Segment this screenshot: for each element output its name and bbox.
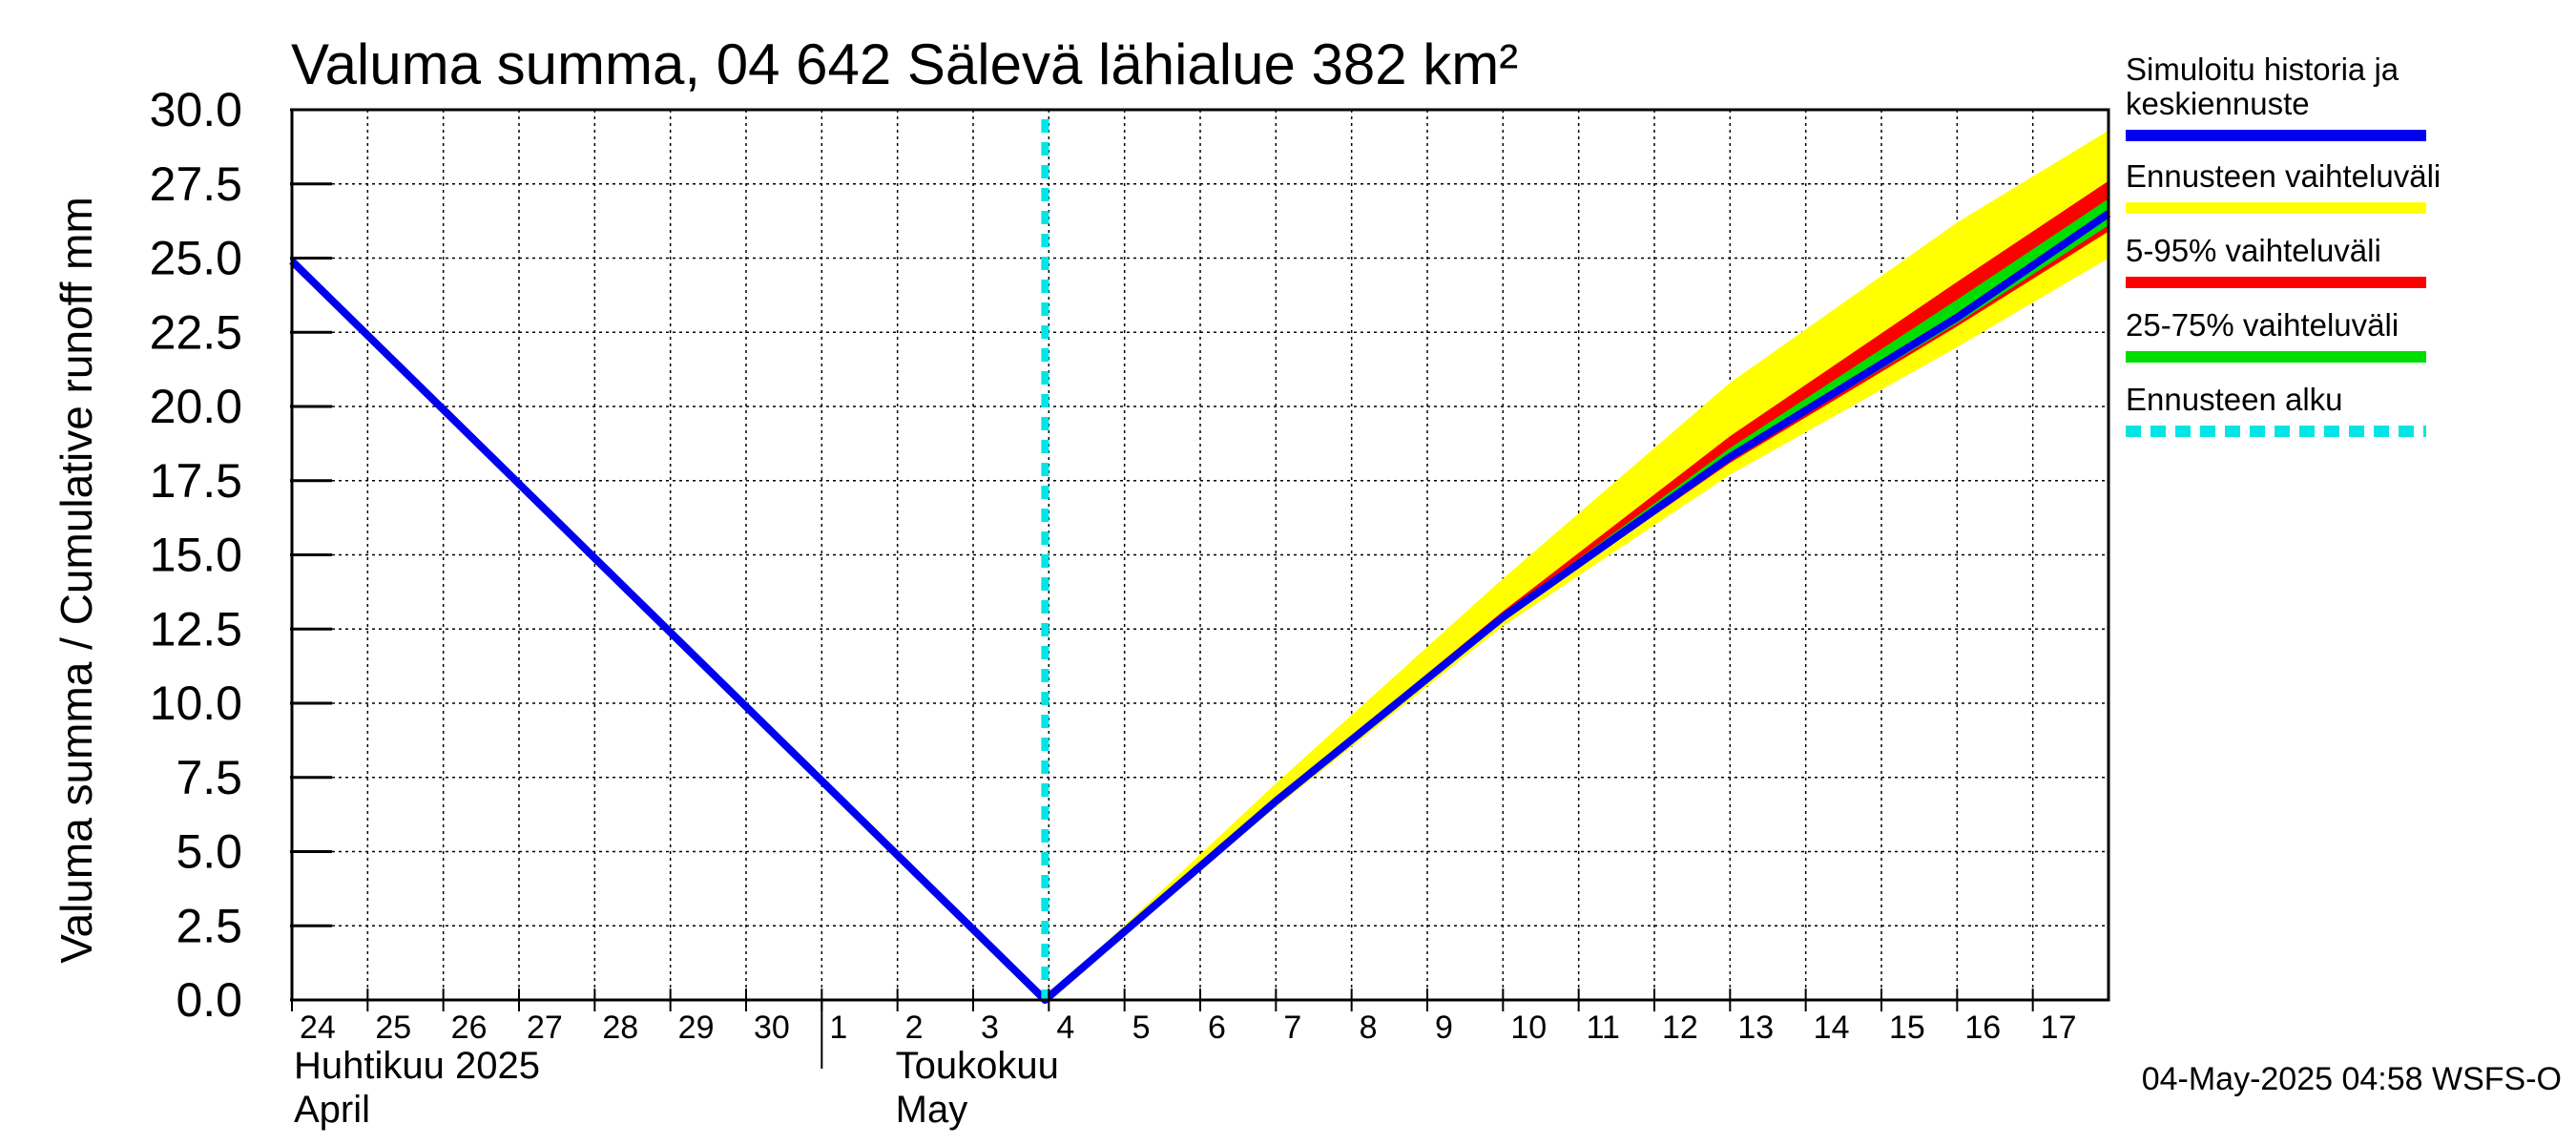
x-tick-label: 2: [905, 1010, 924, 1046]
y-ticks: 0.0 2.5 5.0 7.5 10.0 12.5 15.0 17.5 20.0 22.5 25.0…: [150, 83, 332, 1027]
x-tick-label: 26: [451, 1010, 488, 1046]
x-tick-label: 24: [300, 1010, 336, 1046]
y-tick-label: 27.5: [150, 157, 242, 211]
band-p25-75: [1045, 198, 2109, 1001]
x-tick-label: 16: [1964, 1010, 2001, 1046]
x-tick-label: 14: [1814, 1010, 1850, 1046]
x-tick-label: 27: [527, 1010, 563, 1046]
y-tick-label: 15.0: [150, 529, 242, 582]
y-tick-label: 0.0: [176, 973, 242, 1027]
x-tick-label: 28: [602, 1010, 638, 1046]
legend-label: Ennusteen vaihteluväli: [2126, 158, 2441, 194]
month-label: Huhtikuu 2025: [294, 1045, 540, 1087]
x-tick-label: 13: [1737, 1010, 1774, 1046]
month-label-en: May: [896, 1089, 968, 1131]
y-axis-label: Valuma summa / Cumulative runoff mm: [52, 197, 101, 964]
y-tick-label: 22.5: [150, 305, 242, 359]
x-tick-label: 12: [1662, 1010, 1698, 1046]
legend-label: Simuloitu historia ja: [2126, 52, 2399, 87]
month-label: Toukokuu: [896, 1045, 1059, 1087]
x-tick-label: 4: [1056, 1010, 1074, 1046]
y-tick-label: 17.5: [150, 454, 242, 508]
x-tick-label: 8: [1360, 1010, 1378, 1046]
x-tick-label: 17: [2041, 1010, 2077, 1046]
legend-label: 5-95% vaihteluväli: [2126, 233, 2381, 268]
y-tick-label: 2.5: [176, 899, 242, 952]
y-tick-label: 5.0: [176, 825, 242, 879]
y-tick-label: 12.5: [150, 602, 242, 656]
x-tick-label: 9: [1435, 1010, 1453, 1046]
month-label-en: April: [294, 1089, 370, 1131]
x-tick-label: 25: [375, 1010, 411, 1046]
y-tick-label: 20.0: [150, 380, 242, 433]
x-tick-label: 6: [1208, 1010, 1226, 1046]
x-tick-label: 15: [1889, 1010, 1925, 1046]
y-tick-label: 30.0: [150, 83, 242, 136]
x-tick-label: 5: [1132, 1010, 1151, 1046]
y-tick-label: 7.5: [176, 751, 242, 804]
x-tick-label: 29: [678, 1010, 715, 1046]
legend-label: keskiennuste: [2126, 86, 2310, 121]
legend-label: 25-75% vaihteluväli: [2126, 307, 2399, 343]
x-tick-label: 10: [1510, 1010, 1547, 1046]
x-tick-label: 3: [981, 1010, 999, 1046]
x-tick-label: 7: [1283, 1010, 1301, 1046]
x-tick-label: 11: [1587, 1010, 1620, 1046]
y-tick-label: 25.0: [150, 232, 242, 285]
chart-title: Valuma summa, 04 642 Sälevä lähialue 382…: [291, 32, 1518, 96]
legend-label: Ennusteen alku: [2126, 382, 2343, 417]
footer-timestamp: 04-May-2025 04:58 WSFS-O: [2142, 1061, 2562, 1097]
x-tick-label: 1: [829, 1010, 847, 1046]
y-tick-label: 10.0: [150, 677, 242, 730]
x-ticks: 24 25 26 27 28 29 30 1 2 3 4 5 6 7 8 9 10 11 12 13 14 15 16 17: [291, 989, 2077, 1046]
x-tick-label: 30: [754, 1010, 790, 1046]
